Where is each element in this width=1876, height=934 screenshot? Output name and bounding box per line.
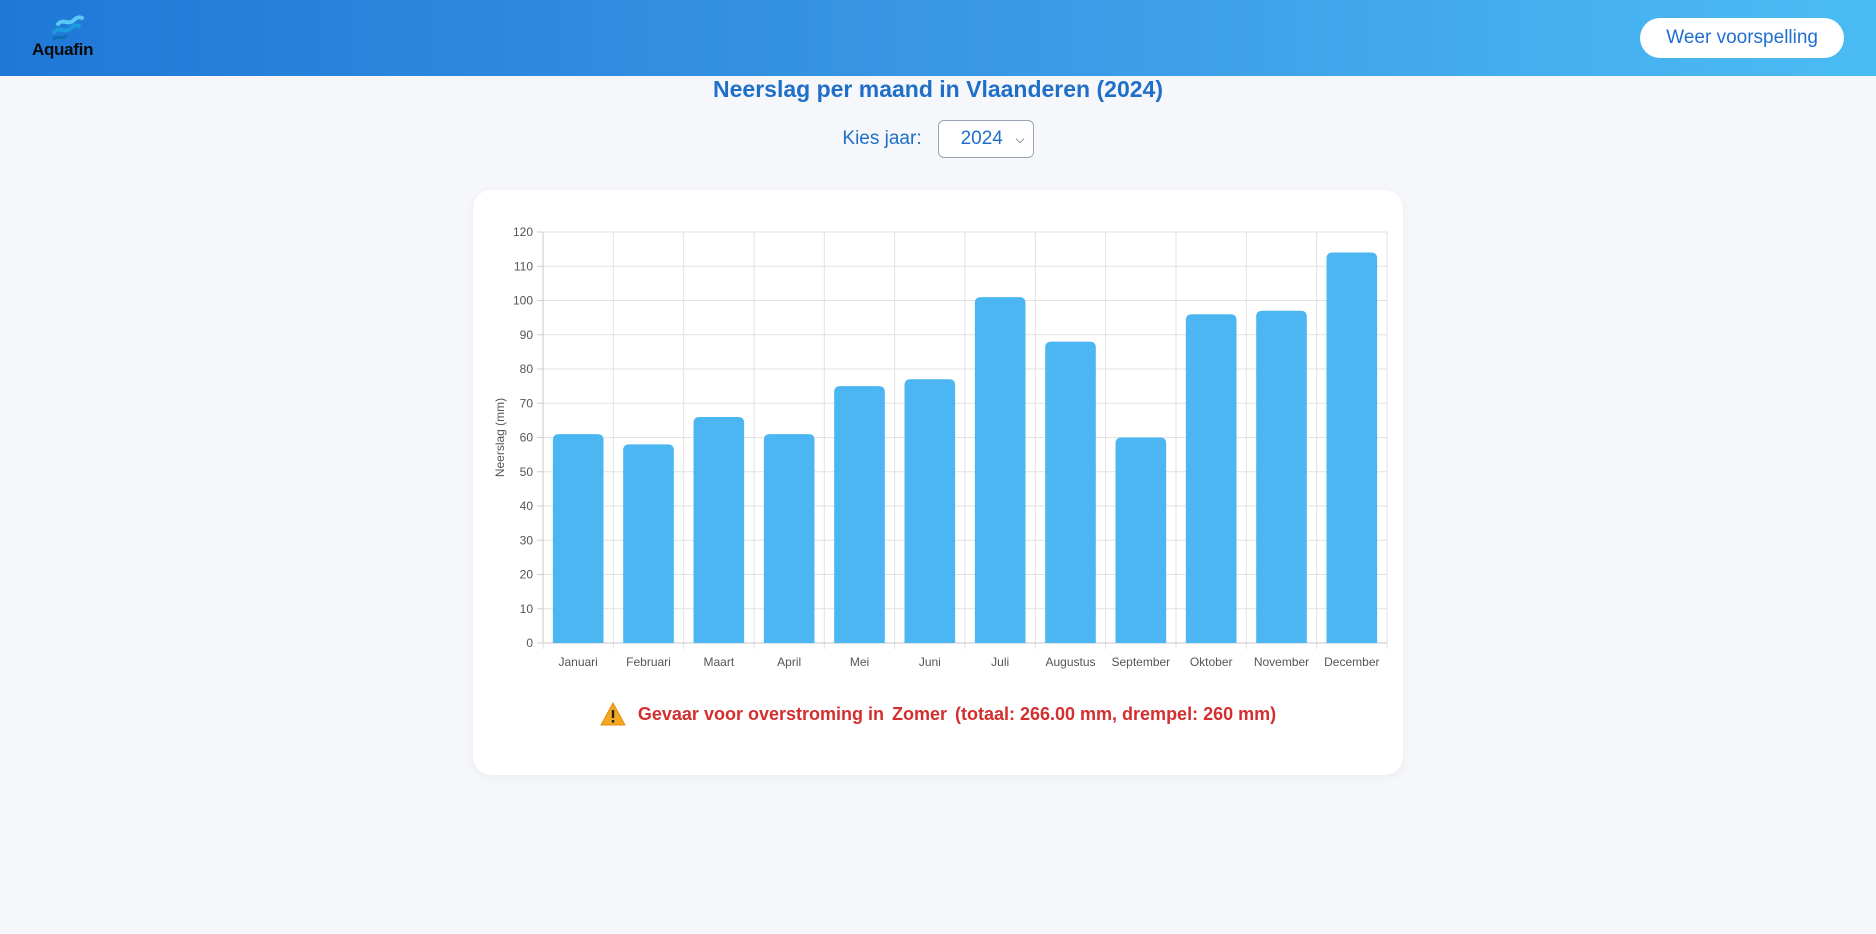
x-tick-label: Februari bbox=[626, 655, 671, 669]
x-tick-label: Augustus bbox=[1045, 655, 1095, 669]
bar-maart bbox=[693, 416, 745, 643]
y-tick-label: 100 bbox=[513, 294, 533, 308]
y-tick-label: 80 bbox=[520, 362, 534, 376]
year-label: Kies jaar: bbox=[842, 128, 922, 149]
y-tick-label: 40 bbox=[520, 499, 534, 513]
y-tick-label: 70 bbox=[520, 396, 534, 410]
y-tick-label: 110 bbox=[514, 259, 533, 273]
app-header: Aquafin Weer voorspelling bbox=[0, 0, 1876, 76]
bar-februari bbox=[623, 444, 674, 643]
x-tick-label: Juli bbox=[991, 655, 1009, 669]
bar-mei bbox=[834, 386, 885, 643]
bar-april bbox=[763, 434, 815, 643]
bar-augustus bbox=[1045, 341, 1096, 643]
y-tick-label: 10 bbox=[520, 602, 534, 616]
warning-season: Zomer bbox=[891, 703, 947, 724]
warning-icon bbox=[600, 702, 626, 726]
bar-juli bbox=[974, 297, 1026, 643]
y-tick-label: 50 bbox=[520, 465, 534, 479]
y-tick-label: 90 bbox=[520, 328, 534, 342]
bar-september bbox=[1115, 437, 1167, 643]
logo-text: Aquafin bbox=[32, 40, 94, 59]
y-tick-label: 0 bbox=[526, 636, 533, 650]
flood-warning: Gevaar voor overstroming in Zomer (totaa… bbox=[473, 698, 1403, 730]
bar-oktober bbox=[1185, 314, 1237, 643]
x-tick-label: Maart bbox=[703, 655, 734, 669]
x-tick-label: April bbox=[777, 655, 801, 669]
wave-logo-icon bbox=[52, 15, 84, 41]
year-selector-row: Kies jaar: 2024 ⌵ bbox=[0, 120, 1876, 158]
bar-juni bbox=[904, 379, 956, 643]
precipitation-bar-chart: 0 10 20 30 40 50 60 70 80 90 100 110 120 Januari Febru… bbox=[493, 225, 1388, 669]
bar-januari bbox=[552, 434, 604, 643]
y-tick-label: 30 bbox=[520, 533, 534, 547]
y-tick-label: 20 bbox=[520, 568, 534, 582]
year-select-value: 2024 bbox=[960, 128, 1003, 149]
x-tick-label: Mei bbox=[850, 655, 869, 669]
y-axis-title: Neerslag (mm) bbox=[493, 398, 507, 477]
chevron-down-icon: ⌵ bbox=[1015, 132, 1025, 146]
warning-prefix: Gevaar voor overstroming in bbox=[637, 703, 884, 724]
x-tick-label: November bbox=[1254, 655, 1309, 669]
x-tick-label: Januari bbox=[558, 655, 597, 669]
x-tick-label: December bbox=[1324, 655, 1379, 669]
chart-card: 0 10 20 30 40 50 60 70 80 90 100 110 120 Januari Febru… bbox=[473, 190, 1403, 775]
page-title: Neerslag per maand in Vlaanderen (2024) bbox=[713, 76, 1163, 102]
y-tick-label: 60 bbox=[520, 431, 534, 445]
x-tick-label: Juni bbox=[919, 655, 941, 669]
year-select[interactable]: 2024 ⌵ bbox=[937, 120, 1034, 158]
x-tick-label: Oktober bbox=[1190, 655, 1233, 669]
bar-december bbox=[1326, 252, 1378, 644]
bar-november bbox=[1256, 310, 1307, 643]
aquafin-logo[interactable]: Aquafin bbox=[30, 14, 110, 62]
x-tick-label: September bbox=[1111, 655, 1170, 669]
weather-forecast-button[interactable]: Weer voorspelling bbox=[1640, 18, 1844, 58]
y-tick-label: 120 bbox=[513, 225, 533, 239]
warning-details: (totaal: 266.00 mm, drempel: 260 mm) bbox=[954, 703, 1277, 724]
